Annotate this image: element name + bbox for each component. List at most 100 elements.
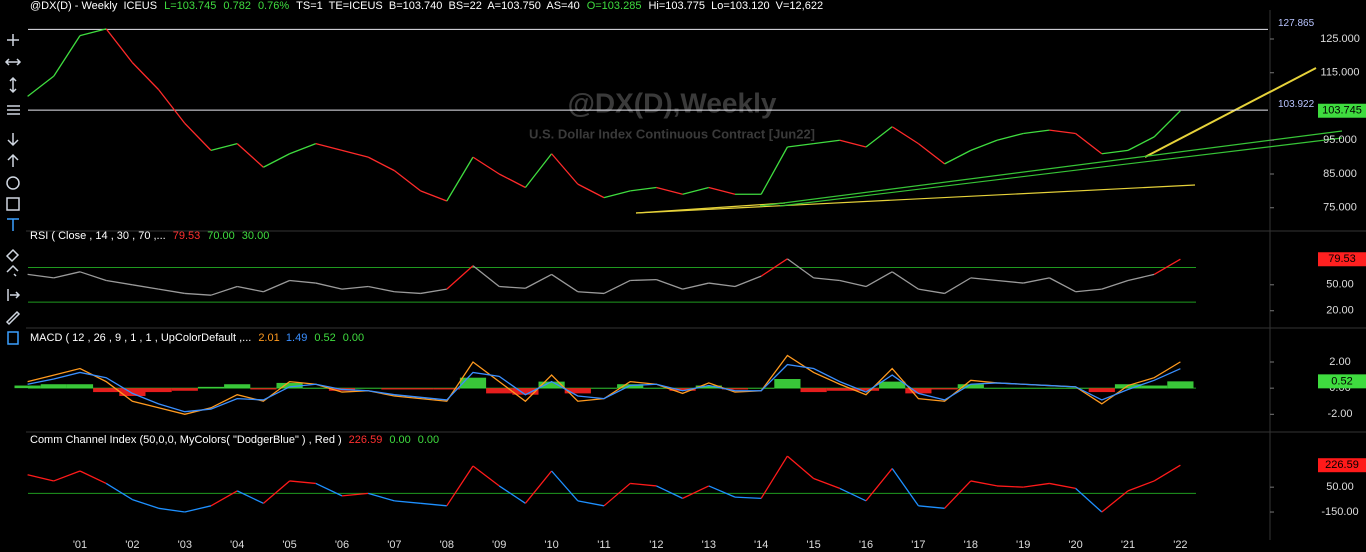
histogram-bar: [66, 384, 94, 389]
line-segment: [1127, 273, 1155, 282]
histogram-bar: [800, 388, 827, 393]
line-segment: [630, 482, 657, 487]
line-segment: [839, 487, 867, 502]
line-segment: [79, 271, 107, 282]
x-tick-label: '13: [702, 539, 716, 551]
line-segment: [551, 470, 579, 502]
watermark-title: @DX(D),Weekly: [568, 87, 777, 118]
x-tick-label: '08: [440, 539, 454, 551]
line-segment: [210, 285, 238, 296]
line-segment: [525, 273, 552, 289]
x-tick-label: '07: [387, 539, 401, 551]
line-segment: [53, 35, 81, 77]
histogram-bar: [1010, 388, 1037, 389]
histogram-bar: [250, 388, 277, 390]
line-segment: [1023, 277, 1050, 284]
line-segment: [918, 505, 945, 509]
x-tick-label: '10: [544, 539, 558, 551]
tool-down[interactable]: [7, 133, 19, 147]
line-segment: [760, 258, 788, 277]
histogram-bar: [433, 388, 460, 390]
line-segment: [236, 143, 264, 168]
line-segment: [970, 480, 998, 487]
line-segment: [420, 288, 447, 295]
x-tick-label: '03: [178, 539, 192, 551]
tool-horizontal[interactable]: [4, 58, 22, 66]
line-segment: [603, 482, 631, 507]
x-tick-label: '14: [754, 539, 768, 551]
line-segment: [498, 485, 526, 504]
line-segment: [551, 153, 579, 185]
y-tick-label: 50.00: [1326, 481, 1354, 493]
tool-extend[interactable]: [7, 289, 21, 301]
line-segment: [499, 285, 526, 289]
y-tick-label: -2.00: [1327, 408, 1352, 420]
histogram-bar: [931, 388, 958, 390]
trendlines: [635, 67, 1343, 214]
line-segment: [368, 285, 395, 293]
tool-rect[interactable]: [6, 197, 20, 211]
line-segment: [394, 170, 421, 192]
header-field: L=103.745: [164, 0, 216, 12]
line-segment: [446, 265, 474, 290]
histogram-bar: [643, 388, 670, 389]
horizontal-line-label: 103.922: [1278, 99, 1315, 110]
line-segment: [79, 470, 107, 485]
line-segment: [420, 502, 447, 507]
histogram-bar: [1062, 388, 1089, 389]
line-segment: [106, 279, 133, 286]
line-segment: [734, 496, 762, 500]
x-tick-label: '05: [282, 539, 296, 551]
line-segment: [682, 186, 709, 195]
x-tick-label: '19: [1016, 539, 1030, 551]
line-segment: [1049, 482, 1076, 490]
x-tick-label: '15: [806, 539, 820, 551]
tool-alert[interactable]: [7, 331, 19, 345]
line-segment: [420, 190, 448, 202]
last-value-box: [1318, 103, 1366, 118]
line-segment: [1101, 149, 1129, 155]
tool-eraser[interactable]: [5, 248, 20, 263]
line-segment: [498, 173, 526, 189]
line-segment: [734, 275, 762, 288]
y-tick-label: 95.000: [1323, 134, 1357, 146]
tool-erase-all[interactable]: [6, 264, 19, 277]
symbol-header: @DX(D) - Weekly ICEUS L=103.745 0.782 0.76%…: [30, 0, 823, 12]
tool-up[interactable]: [7, 153, 19, 167]
line-segment: [891, 126, 919, 145]
line-segment: [1153, 258, 1181, 275]
line-segment: [341, 285, 369, 290]
line-segment: [918, 288, 945, 295]
line-segment: [918, 143, 945, 165]
tool-text[interactable]: [7, 218, 19, 231]
last-value-label: 226.59: [1325, 459, 1359, 471]
line-segment: [289, 279, 316, 284]
histogram-bar: [879, 381, 906, 389]
histogram-bar: [40, 384, 67, 389]
histogram-bar: [538, 381, 565, 389]
tool-circle[interactable]: [6, 176, 20, 190]
line-segment: [105, 482, 133, 501]
line-segment: [996, 485, 1024, 488]
y-tick-label: 85.000: [1323, 168, 1357, 180]
last-value-box: [1318, 252, 1366, 267]
line-segment: [236, 490, 264, 504]
x-tick-label: '01: [73, 539, 87, 551]
line-segment: [79, 28, 107, 37]
header-field: 0.782: [223, 0, 251, 12]
histogram-bar: [957, 384, 984, 389]
horizontal-line-label: 127.865: [1278, 18, 1315, 29]
tool-crosshair[interactable]: [7, 34, 19, 46]
line-segment: [210, 142, 238, 152]
tool-lines[interactable]: [7, 105, 20, 115]
indicator-value: 0.00: [343, 332, 364, 344]
tool-vertical[interactable]: [9, 76, 17, 94]
indicator-name: Comm Channel Index (50,0,0, MyColors( "D…: [30, 434, 342, 446]
macd-line: [27, 363, 1181, 413]
tool-pencil[interactable]: [5, 310, 21, 326]
line-segment: [839, 279, 867, 288]
line-segment: [446, 465, 474, 507]
header-field: 0.76%: [258, 0, 289, 12]
indicator-title: RSI ( Close , 14 , 30 , 70 ,... 79.53 70.0…: [30, 230, 269, 242]
